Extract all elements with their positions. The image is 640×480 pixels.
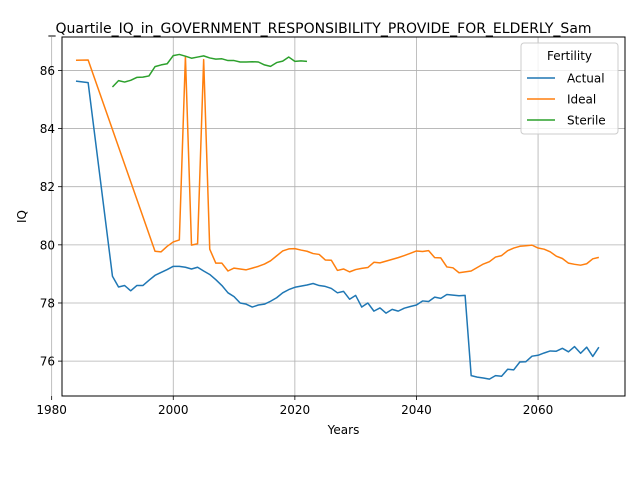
y-tick-label: 82 bbox=[40, 180, 55, 194]
legend-label-ideal: Ideal bbox=[567, 93, 596, 107]
y-tick-label: 86 bbox=[40, 64, 55, 78]
legend-items: Actual Ideal Sterile bbox=[527, 72, 606, 128]
legend-box bbox=[520, 42, 619, 135]
legend-label-actual: Actual bbox=[567, 72, 605, 86]
legend: Fertility Actual Ideal Sterile bbox=[520, 42, 619, 135]
series-lines bbox=[75, 53, 600, 380]
legend-label-sterile: Sterile bbox=[567, 114, 606, 128]
x-tick-label: 2060 bbox=[523, 403, 554, 417]
x-axis: 1980 2000 2020 2040 2060 bbox=[36, 396, 553, 417]
x-axis-label: Years bbox=[327, 423, 360, 437]
y-axis-label: IQ bbox=[15, 210, 29, 223]
y-tick-label: 80 bbox=[40, 238, 55, 252]
y-tick-label: 84 bbox=[40, 122, 55, 136]
legend-title: Fertility bbox=[547, 49, 592, 63]
y-axis: 76 78 80 82 84 86 bbox=[40, 64, 62, 369]
y-tick-label: 76 bbox=[40, 355, 55, 369]
series-line-actual bbox=[75, 80, 600, 380]
x-tick-label: 2000 bbox=[158, 403, 189, 417]
x-tick-label: 1980 bbox=[36, 403, 67, 417]
x-tick-label: 2040 bbox=[401, 403, 432, 417]
chart-title: _Quartile_IQ_in_GOVERNMENT_RESPONSIBILIT… bbox=[47, 21, 591, 37]
series-line-sterile bbox=[111, 53, 308, 88]
y-tick-label: 78 bbox=[40, 296, 55, 310]
x-tick-label: 2020 bbox=[280, 403, 311, 417]
plot-frame bbox=[61, 36, 626, 397]
series-line-ideal bbox=[75, 55, 600, 274]
